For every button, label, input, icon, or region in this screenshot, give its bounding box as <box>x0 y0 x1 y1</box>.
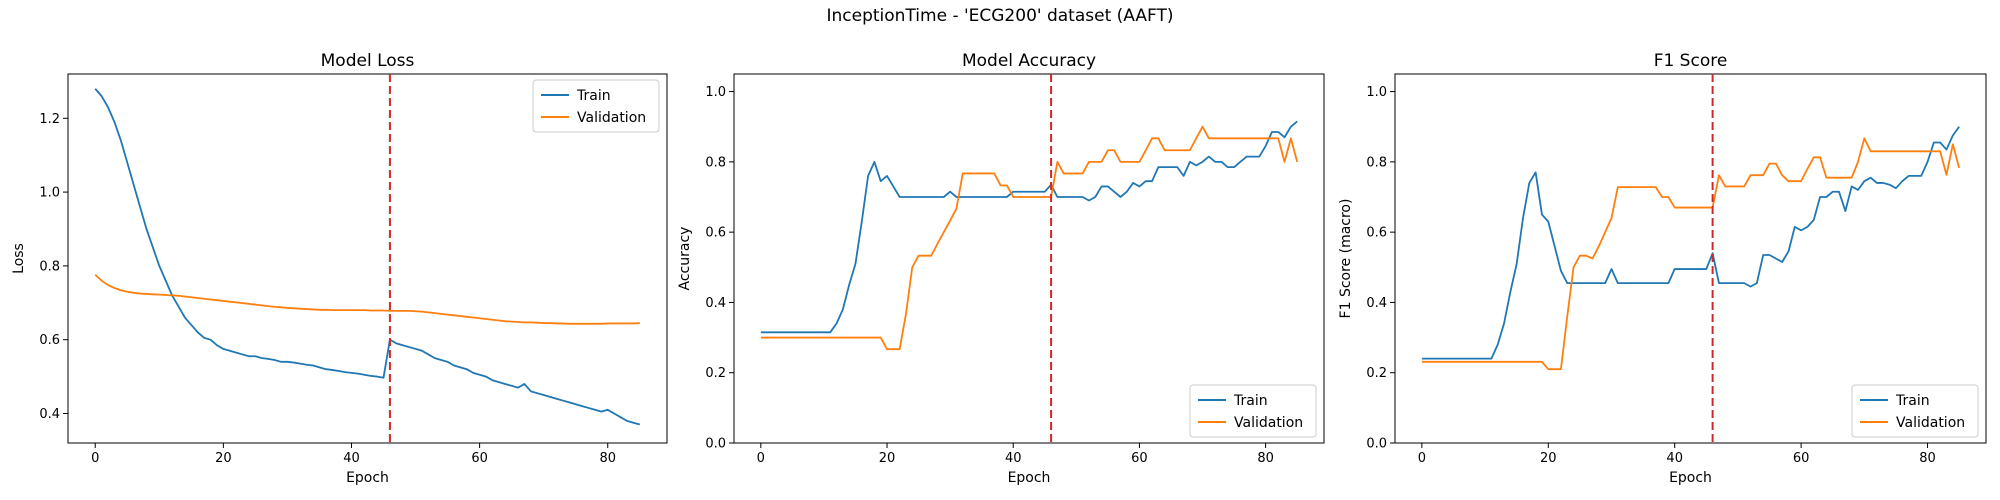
panel3-axes-frame <box>1394 73 1987 444</box>
panel3-y-tick-label: 1.0 <box>1366 85 1387 100</box>
panel1-series-validation-line <box>94 274 640 325</box>
panel3-x-tick-label: 60 <box>1793 451 1810 466</box>
panel1-x-tick-label: 0 <box>91 451 99 466</box>
panel2-x-tick-label: 40 <box>1005 451 1022 466</box>
panel2-series-train-line <box>760 120 1298 334</box>
panel3-legend-label-train: Train <box>1895 393 1930 409</box>
panel2-y-tick-label: 1.0 <box>705 85 726 100</box>
panel1-legend-label-validation: Validation <box>577 110 646 126</box>
panel2-legend-label-train: Train <box>1233 393 1268 409</box>
panel1-y-tick-label: 0.8 <box>39 259 60 274</box>
panel2-legend-label-validation: Validation <box>1234 415 1303 431</box>
panel2-y-tick-label: 0.6 <box>705 226 726 241</box>
panel2-y-axis-label: Accuracy <box>677 227 693 291</box>
panel2-x-tick-label: 20 <box>879 451 896 466</box>
panel3-series-train-line <box>1421 126 1960 360</box>
panel3-y-tick-label: 0.0 <box>1366 437 1387 452</box>
panel2-series-validation-line <box>760 125 1299 351</box>
panel1-axes-frame <box>67 73 668 444</box>
panel2-x-tick-label: 60 <box>1131 451 1148 466</box>
panel1-x-tick-label: 40 <box>343 451 360 466</box>
panel3-x-axis-label: Epoch <box>1669 470 1712 486</box>
panel1-x-axis-label: Epoch <box>346 470 389 486</box>
panel3-x-tick-label: 0 <box>1418 451 1426 466</box>
panel2-legend <box>1189 384 1317 438</box>
panel1-series-train-line <box>94 88 641 426</box>
panel3-series-validation-line <box>1421 137 1961 371</box>
panel1-legend-label-train: Train <box>576 88 611 104</box>
panel2-y-tick-label: 0.4 <box>705 296 726 311</box>
panel3-legend-label-validation: Validation <box>1896 415 1965 431</box>
panel2-y-tick-label: 0.8 <box>705 155 726 170</box>
panel1-title: Model Loss <box>321 51 415 71</box>
panel3-x-tick-label: 80 <box>1919 451 1936 466</box>
panel1-y-axis-label: Loss <box>11 243 27 274</box>
panel3-y-tick-label: 0.4 <box>1366 296 1387 311</box>
panel2-y-tick-label: 0.0 <box>705 437 726 452</box>
panel2-x-tick-label: 80 <box>1257 451 1274 466</box>
panel3-y-axis-label: F1 Score (macro) <box>1338 199 1354 319</box>
panel2-x-tick-label: 0 <box>757 451 765 466</box>
panel1-y-tick-label: 0.4 <box>39 407 60 422</box>
panel3-x-tick-label: 40 <box>1666 451 1683 466</box>
panel3-y-tick-label: 0.8 <box>1366 155 1387 170</box>
panel2-y-tick-label: 0.2 <box>705 366 726 381</box>
panel1-x-tick-label: 20 <box>215 451 232 466</box>
panel2-axes-frame <box>733 73 1325 444</box>
panel3-x-tick-label: 20 <box>1540 451 1557 466</box>
panel1-x-tick-label: 60 <box>471 451 488 466</box>
panel3-y-tick-label: 0.2 <box>1366 366 1387 381</box>
panel3-y-tick-label: 0.6 <box>1366 226 1387 241</box>
panel1-legend <box>532 79 660 133</box>
panel3-title: F1 Score <box>1654 51 1728 71</box>
panel1-y-tick-label: 1.2 <box>39 112 60 127</box>
panel1-y-tick-label: 0.6 <box>39 333 60 348</box>
figure-title: InceptionTime - 'ECG200' dataset (AAFT) <box>826 6 1174 26</box>
panel2-x-axis-label: Epoch <box>1008 470 1051 486</box>
panel1-x-tick-label: 80 <box>599 451 616 466</box>
panel1-y-tick-label: 1.0 <box>39 186 60 201</box>
panel2-title: Model Accuracy <box>962 51 1096 71</box>
panel3-legend <box>1851 384 1979 438</box>
